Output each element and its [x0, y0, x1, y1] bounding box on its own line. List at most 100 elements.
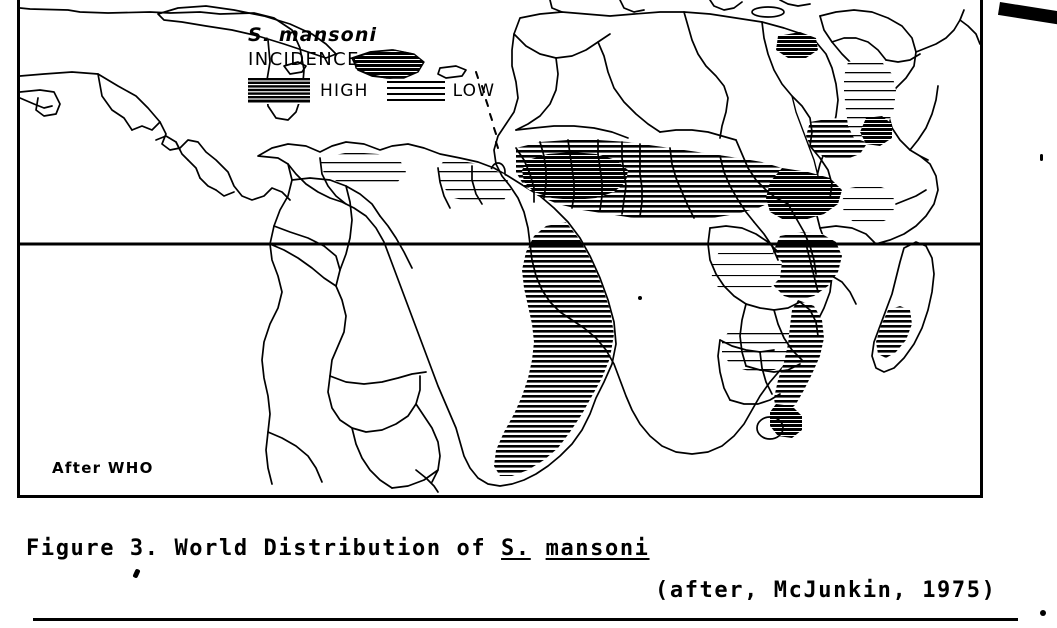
- scan-smudge-top-right: [997, 2, 1057, 25]
- cameroon-gabon-border: [753, 221, 779, 261]
- nile-delta-high-incidence: [776, 32, 818, 58]
- chad-car-border: [735, 139, 789, 205]
- caption-species-name: mansoni: [545, 536, 650, 561]
- honduras-border: [175, 141, 189, 161]
- legend-low-label: LOW: [452, 80, 496, 101]
- hispaniola-high-incidence: [353, 49, 425, 79]
- angola-zaire-border: [745, 301, 801, 311]
- peru-brazil-border: [329, 285, 347, 377]
- world-distribution-map: [20, 0, 980, 493]
- niger-chad-border: [659, 129, 737, 141]
- nicaragua-border: [187, 159, 201, 179]
- kenya-tanzania-border: [819, 225, 877, 245]
- venezuela-brazil-border: [379, 215, 413, 269]
- guyana-suriname-border: [437, 167, 451, 209]
- ghana-togo-border: [621, 141, 627, 215]
- panama-border: [215, 189, 235, 197]
- senegal-guinea-border: [515, 147, 535, 203]
- ecuador-peru-north: [273, 225, 341, 271]
- venezuela-low-incidence: [320, 152, 406, 188]
- scan-speck-caption: [132, 568, 141, 579]
- libya-egypt-border: [683, 11, 729, 139]
- namibia-west-border: [717, 339, 731, 401]
- cameroon-car-high-incidence: [766, 168, 842, 220]
- scan-speck-bottom-right: [1040, 610, 1046, 616]
- caption-line-1: Figure 3. World Distribution of S. manso…: [26, 536, 650, 561]
- mexico-east-border: [97, 73, 133, 131]
- scan-speck-africa: [638, 296, 642, 300]
- greece-turkey-south: [709, 0, 743, 11]
- baja-peninsula: [20, 89, 61, 117]
- lesotho: [756, 416, 784, 440]
- iran-coast: [959, 19, 980, 45]
- sudan-ethiopia-border: [809, 145, 833, 199]
- map-legend: S. mansoni INCIDENCE HIGH: [248, 24, 494, 118]
- cyprus-crete: [751, 6, 785, 18]
- page-bottom-rule: [33, 618, 1018, 621]
- togo-benin-border: [639, 143, 643, 217]
- high-incidence-swatch-icon: [248, 78, 310, 104]
- bolivia-north-border: [329, 371, 427, 385]
- namibia-botswana-north: [719, 339, 775, 353]
- guianas-low-incidence: [438, 158, 512, 204]
- iberia-south: [549, 0, 563, 13]
- morocco-west-sahara-border: [515, 57, 559, 131]
- angola-east-border: [739, 303, 747, 367]
- bolivia-outline: [327, 375, 421, 433]
- somalia-ethiopia-border: [895, 189, 927, 205]
- nigeria-niger-border: [669, 147, 695, 219]
- yucatan: [131, 121, 161, 131]
- zambia-zimbabwe-low-incidence: [722, 326, 800, 372]
- algeria-libya-border: [597, 41, 661, 133]
- somalia-coast: [875, 155, 939, 245]
- morocco-algeria-border: [513, 33, 611, 59]
- caption-attribution: (after, McJunkin, 1975): [655, 578, 997, 603]
- egypt-sudan-border: [761, 21, 813, 147]
- chile-argentina-border: [267, 431, 323, 483]
- cuba: [157, 5, 337, 59]
- legend-title: S. mansoni: [248, 24, 378, 46]
- south-africa-natal-high-incidence: [770, 404, 802, 438]
- costa-rica-border: [199, 177, 217, 191]
- gulf-of-california: [20, 97, 53, 109]
- scan-speck-right-margin: [1040, 154, 1043, 161]
- ethiopia-low-incidence: [842, 184, 896, 226]
- persian-gulf-coast: [915, 9, 965, 53]
- sahel-north-border: [515, 125, 629, 139]
- low-incidence-swatch-icon: [386, 80, 445, 102]
- map-source-note: After WHO: [52, 459, 154, 477]
- italy-sicily: [619, 0, 645, 13]
- east-africa-lakes-high-incidence: [770, 232, 842, 300]
- legend-high-label: HIGH: [320, 80, 369, 101]
- iraq-saudi-border: [885, 53, 921, 63]
- mali-guinea-border: [539, 141, 547, 199]
- tanzania-mozambique-border: [831, 275, 857, 305]
- argentina-north-border: [351, 427, 393, 489]
- botswana-zimbabwe-border: [759, 351, 773, 395]
- turkey-south-coast: [779, 0, 811, 7]
- yemen-high-incidence: [860, 116, 892, 146]
- zambia-malawi-border: [799, 301, 819, 337]
- namibia-south-africa-border: [729, 393, 781, 405]
- uruguay-outline: [415, 469, 439, 493]
- nile-river: [791, 95, 819, 177]
- andes-west-border: [261, 163, 293, 485]
- mali-ivorycoast-border: [567, 139, 575, 209]
- yemen-oman-coast: [909, 85, 939, 151]
- angola-zambia-border: [745, 363, 801, 373]
- legend-keys: HIGH LOW: [248, 78, 495, 104]
- north-america-coast: [20, 7, 305, 121]
- uruguay-north-border: [391, 469, 439, 489]
- jamaica: [283, 61, 307, 75]
- lesser-antilles-chain: [475, 71, 499, 149]
- puerto-rico: [437, 65, 467, 79]
- zambia-zimbabwe-border: [773, 309, 803, 361]
- suriname-frenchguiana-border: [471, 165, 483, 205]
- map-frame: S. mansoni INCIDENCE HIGH: [17, 0, 983, 498]
- arabia-north-coast: [819, 9, 929, 161]
- mexico-central-america-coast: [20, 71, 291, 201]
- caption-species-abbrev: S.: [501, 536, 531, 561]
- nigeria-cameroon-border: [719, 155, 755, 223]
- peru-north-border: [269, 243, 337, 287]
